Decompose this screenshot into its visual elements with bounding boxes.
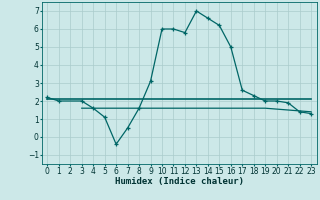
X-axis label: Humidex (Indice chaleur): Humidex (Indice chaleur) [115, 177, 244, 186]
